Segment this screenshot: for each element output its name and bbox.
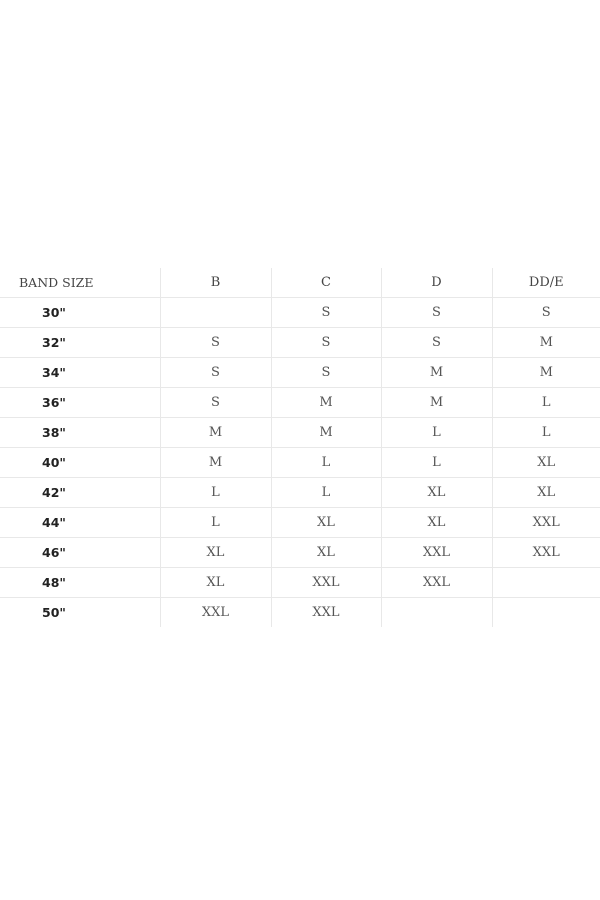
size-cell: XL — [491, 447, 600, 478]
band-size-cell: 46" — [0, 537, 160, 568]
band-size-cell: 48" — [0, 567, 160, 598]
size-cell: S — [159, 327, 271, 358]
band-size-cell: 30" — [0, 297, 160, 328]
table-row: 40" M L L XL — [0, 447, 600, 478]
size-cell: XXL — [159, 597, 271, 627]
size-cell: XXL — [270, 567, 381, 598]
band-size-cell: 36" — [0, 387, 160, 418]
band-size-cell: 34" — [0, 357, 160, 388]
table-row: 48" XL XXL XXL — [0, 567, 600, 598]
size-cell: M — [380, 357, 492, 388]
table-row: 50" XXL XXL — [0, 597, 600, 627]
size-cell: L — [270, 477, 381, 508]
table-row: 30" S S S — [0, 297, 600, 328]
size-cell: L — [159, 477, 271, 508]
size-cell: XL — [159, 537, 271, 568]
header-cup-c: C — [270, 268, 381, 298]
table-row: 34" S S M M — [0, 357, 600, 388]
size-cell: XXL — [270, 597, 381, 627]
size-cell: XL — [491, 477, 600, 508]
size-cell: XL — [270, 507, 381, 538]
size-cell: S — [270, 297, 381, 328]
size-cell: M — [159, 447, 271, 478]
size-cell: S — [270, 357, 381, 388]
size-cell: S — [270, 327, 381, 358]
band-size-cell: 32" — [0, 327, 160, 358]
size-cell: XXL — [491, 537, 600, 568]
size-cell: S — [159, 357, 271, 388]
table-row: 44" L XL XL XXL — [0, 507, 600, 538]
size-cell: M — [491, 327, 600, 358]
header-band-size: BAND SIZE — [0, 268, 160, 298]
size-cell: L — [491, 417, 600, 448]
table-row: 46" XL XL XXL XXL — [0, 537, 600, 568]
size-cell: XL — [159, 567, 271, 598]
size-cell: M — [270, 387, 381, 418]
size-cell — [491, 597, 600, 627]
size-cell — [159, 297, 271, 328]
size-cell: L — [159, 507, 271, 538]
header-cup-dd-e: DD/E — [491, 268, 600, 298]
size-cell: L — [380, 417, 492, 448]
header-row: BAND SIZE B C D DD/E — [0, 268, 600, 298]
size-cell: M — [380, 387, 492, 418]
size-cell: M — [491, 357, 600, 388]
size-cell — [380, 597, 492, 627]
band-size-cell: 42" — [0, 477, 160, 508]
band-size-cell: 38" — [0, 417, 160, 448]
header-cup-d: D — [380, 268, 492, 298]
size-chart-table: BAND SIZE B C D DD/E 30" S S S 32" S S S M 34" S S M… — [0, 268, 600, 627]
band-size-cell: 50" — [42, 605, 66, 620]
size-cell — [491, 567, 600, 598]
size-cell: S — [380, 297, 492, 328]
table-row: 42" L L XL XL — [0, 477, 600, 508]
size-cell: XL — [380, 477, 492, 508]
size-cell: L — [270, 447, 381, 478]
band-size-cell: 40" — [0, 447, 160, 478]
size-cell: M — [270, 417, 381, 448]
band-size-cell: 44" — [0, 507, 160, 538]
table-row: 32" S S S M — [0, 327, 600, 358]
size-cell: M — [159, 417, 271, 448]
size-cell: S — [380, 327, 492, 358]
size-cell: L — [380, 447, 492, 478]
header-cup-b: B — [159, 268, 271, 298]
table-row: 38" M M L L — [0, 417, 600, 448]
table-row: 36" S M M L — [0, 387, 600, 418]
size-cell: XXL — [491, 507, 600, 538]
size-cell: L — [491, 387, 600, 418]
size-cell: XL — [270, 537, 381, 568]
size-cell: XL — [380, 507, 492, 538]
size-cell: S — [491, 297, 600, 328]
size-cell: XXL — [380, 537, 492, 568]
size-cell: XXL — [380, 567, 492, 598]
size-cell: S — [159, 387, 271, 418]
